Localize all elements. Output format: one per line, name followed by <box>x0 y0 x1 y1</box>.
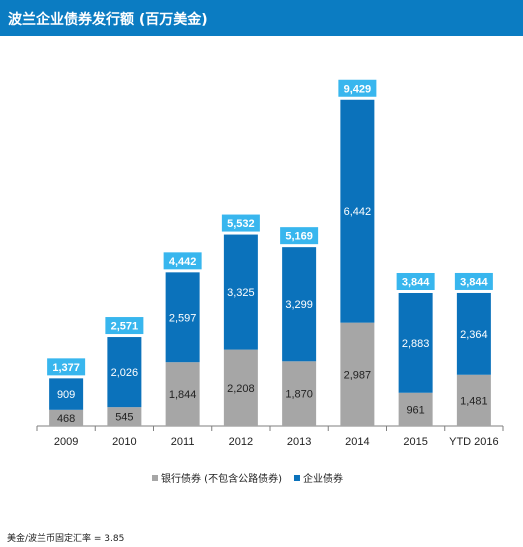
corporate-bond-bar <box>49 378 84 410</box>
total-label-box <box>47 358 86 376</box>
x-tick-label: 2011 <box>171 436 195 448</box>
x-tick-label: 2013 <box>287 436 311 448</box>
bank-bond-bar <box>165 362 200 426</box>
x-tick-label: YTD 2016 <box>449 436 499 448</box>
total-label-box <box>280 227 319 245</box>
bank-bond-value-label: 1,481 <box>460 395 488 407</box>
bank-bond-value-label: 2,987 <box>344 369 372 381</box>
total-label-box <box>396 272 435 290</box>
total-value-label: 5,169 <box>285 231 313 243</box>
legend-label-bank-bonds: 银行债券 (不包含公路债券) <box>161 472 282 485</box>
total-label-box <box>163 252 202 270</box>
corporate-bond-value-label: 2,597 <box>169 312 197 324</box>
footnote: 美金/波兰币固定汇率 = 3.85 <box>7 534 125 544</box>
x-tick-label: 2009 <box>54 436 78 448</box>
bank-bond-bar <box>398 392 433 426</box>
corporate-bond-bar <box>165 272 200 363</box>
total-label-box <box>338 79 377 97</box>
corporate-bond-value-label: 2,364 <box>460 329 488 341</box>
total-value-label: 4,442 <box>169 256 197 268</box>
corporate-bond-bar <box>340 99 375 323</box>
total-value-label: 1,377 <box>52 362 80 374</box>
bank-bond-bar <box>340 322 375 426</box>
bank-bond-value-label: 1,844 <box>169 389 197 401</box>
corporate-bond-value-label: 909 <box>57 389 75 401</box>
x-tick-label: 2012 <box>229 436 253 448</box>
bank-bond-value-label: 545 <box>115 412 133 424</box>
bank-bond-bar <box>223 349 258 426</box>
bank-bond-bar <box>456 374 491 426</box>
corporate-bond-bar <box>107 337 142 408</box>
x-tick-label: 2015 <box>403 436 427 448</box>
bank-bond-value-label: 961 <box>406 404 424 416</box>
corporate-bond-bar <box>223 234 258 350</box>
corporate-bond-value-label: 6,442 <box>344 206 372 218</box>
bank-bond-bar <box>282 361 317 426</box>
legend-swatch-bank-bonds <box>152 475 158 481</box>
total-value-label: 3,844 <box>402 276 430 288</box>
x-tick-label: 2014 <box>345 436 369 448</box>
corporate-bond-bar <box>398 292 433 393</box>
total-label-box <box>105 317 144 335</box>
bank-bond-value-label: 468 <box>57 413 75 425</box>
corporate-bond-bar <box>456 292 491 375</box>
total-label-box <box>454 272 493 290</box>
corporate-bond-value-label: 2,883 <box>402 338 430 350</box>
corporate-bond-bar <box>282 247 317 362</box>
total-value-label: 2,571 <box>111 321 139 333</box>
bar-chart: 468 909 1,377 2009 545 2,026 2,571 2010 1,844 2,5… <box>36 79 504 485</box>
total-label-box <box>221 214 260 232</box>
legend-label-corporate-bonds: 企业债券 <box>303 472 343 485</box>
chart-title: 波兰企业债券发行额 (百万美金) <box>8 12 208 28</box>
corporate-bond-value-label: 3,299 <box>285 299 313 311</box>
bank-bond-bar <box>49 409 84 426</box>
total-value-label: 9,429 <box>344 83 372 95</box>
x-tick-label: 2010 <box>112 436 136 448</box>
title-bar: 波兰企业债券发行额 (百万美金) <box>0 0 523 36</box>
bank-bond-value-label: 1,870 <box>285 389 313 401</box>
legend-swatch-corporate-bonds <box>293 475 300 481</box>
bank-bond-bar <box>107 407 142 426</box>
total-value-label: 3,844 <box>460 276 488 288</box>
total-value-label: 5,532 <box>227 218 255 230</box>
corporate-bond-value-label: 2,026 <box>111 367 139 379</box>
bank-bond-value-label: 2,208 <box>227 383 255 395</box>
corporate-bond-value-label: 3,325 <box>227 287 255 299</box>
